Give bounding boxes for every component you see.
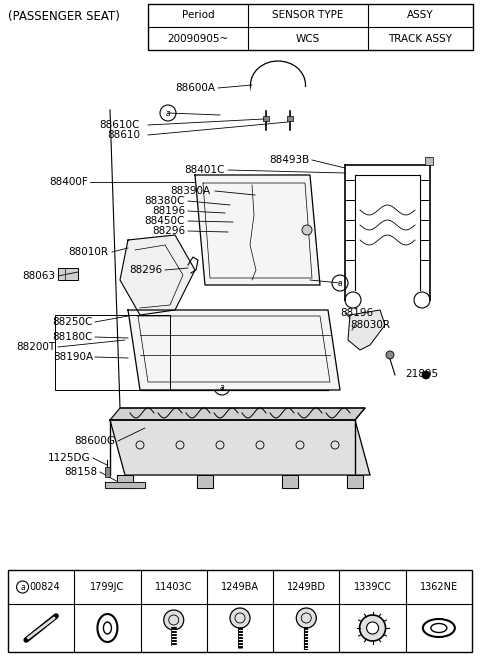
Text: 1125DG: 1125DG [48, 453, 90, 463]
Text: 88610C: 88610C [100, 120, 140, 130]
Polygon shape [105, 482, 145, 488]
Bar [148, 4, 473, 50]
Text: 88380C: 88380C [144, 196, 185, 206]
Text: TRACK ASSY: TRACK ASSY [388, 33, 453, 43]
Text: WCS: WCS [296, 33, 320, 43]
Polygon shape [110, 408, 365, 420]
Polygon shape [197, 475, 213, 488]
Text: 88600A: 88600A [175, 83, 215, 93]
Text: 88250C: 88250C [53, 317, 93, 327]
Text: 88180C: 88180C [53, 332, 93, 342]
Text: 88063: 88063 [22, 271, 55, 281]
Text: a: a [338, 279, 342, 289]
Text: 11403C: 11403C [155, 582, 192, 592]
Text: 88158: 88158 [64, 467, 97, 477]
Text: 88196: 88196 [340, 308, 373, 318]
Polygon shape [120, 235, 195, 315]
Text: 00824: 00824 [29, 582, 60, 592]
Text: ASSY: ASSY [407, 10, 434, 20]
Text: 1362NE: 1362NE [420, 582, 458, 592]
Polygon shape [195, 175, 320, 285]
Bar [105, 467, 110, 477]
Text: 20090905~: 20090905~ [168, 33, 228, 43]
Text: 88200T: 88200T [16, 342, 55, 352]
Circle shape [230, 608, 250, 628]
Circle shape [302, 225, 312, 235]
Polygon shape [110, 420, 370, 475]
Text: 88401C: 88401C [185, 165, 225, 175]
Text: (PASSENGER SEAT): (PASSENGER SEAT) [8, 10, 120, 23]
Circle shape [296, 608, 316, 628]
Polygon shape [117, 475, 133, 488]
Text: 88450C: 88450C [144, 216, 185, 226]
Text: 88493B: 88493B [270, 155, 310, 165]
Text: 88390A: 88390A [170, 186, 210, 196]
Polygon shape [282, 475, 298, 488]
Circle shape [164, 610, 184, 630]
Bar [425, 157, 433, 165]
Polygon shape [128, 310, 340, 390]
Bar [58, 268, 78, 280]
Text: 1799JC: 1799JC [90, 582, 124, 592]
Text: a: a [166, 110, 170, 119]
Text: Period: Period [182, 10, 214, 20]
Text: 88600G: 88600G [74, 436, 115, 446]
Bar [263, 116, 269, 121]
Text: a: a [20, 583, 25, 592]
Circle shape [422, 371, 430, 379]
Text: 1249BA: 1249BA [221, 582, 259, 592]
Polygon shape [347, 475, 363, 488]
Text: a: a [220, 384, 224, 392]
Bar [287, 116, 293, 121]
Text: 88010R: 88010R [68, 247, 108, 257]
Polygon shape [348, 310, 385, 350]
Text: 88400F: 88400F [49, 177, 88, 187]
Circle shape [386, 351, 394, 359]
Text: 1249BD: 1249BD [287, 582, 326, 592]
Text: 88196: 88196 [152, 206, 185, 216]
Text: 1339CC: 1339CC [354, 582, 392, 592]
Text: 88296: 88296 [129, 265, 162, 275]
Circle shape [360, 615, 385, 641]
Polygon shape [251, 87, 305, 109]
Text: 88190A: 88190A [53, 352, 93, 362]
Bar [8, 570, 472, 652]
Text: 88610: 88610 [107, 130, 140, 140]
Text: 88030R: 88030R [350, 320, 390, 330]
Circle shape [367, 622, 379, 634]
Text: 21895: 21895 [405, 369, 438, 379]
Text: 88296: 88296 [152, 226, 185, 236]
Bar [55, 315, 170, 390]
Text: SENSOR TYPE: SENSOR TYPE [272, 10, 344, 20]
